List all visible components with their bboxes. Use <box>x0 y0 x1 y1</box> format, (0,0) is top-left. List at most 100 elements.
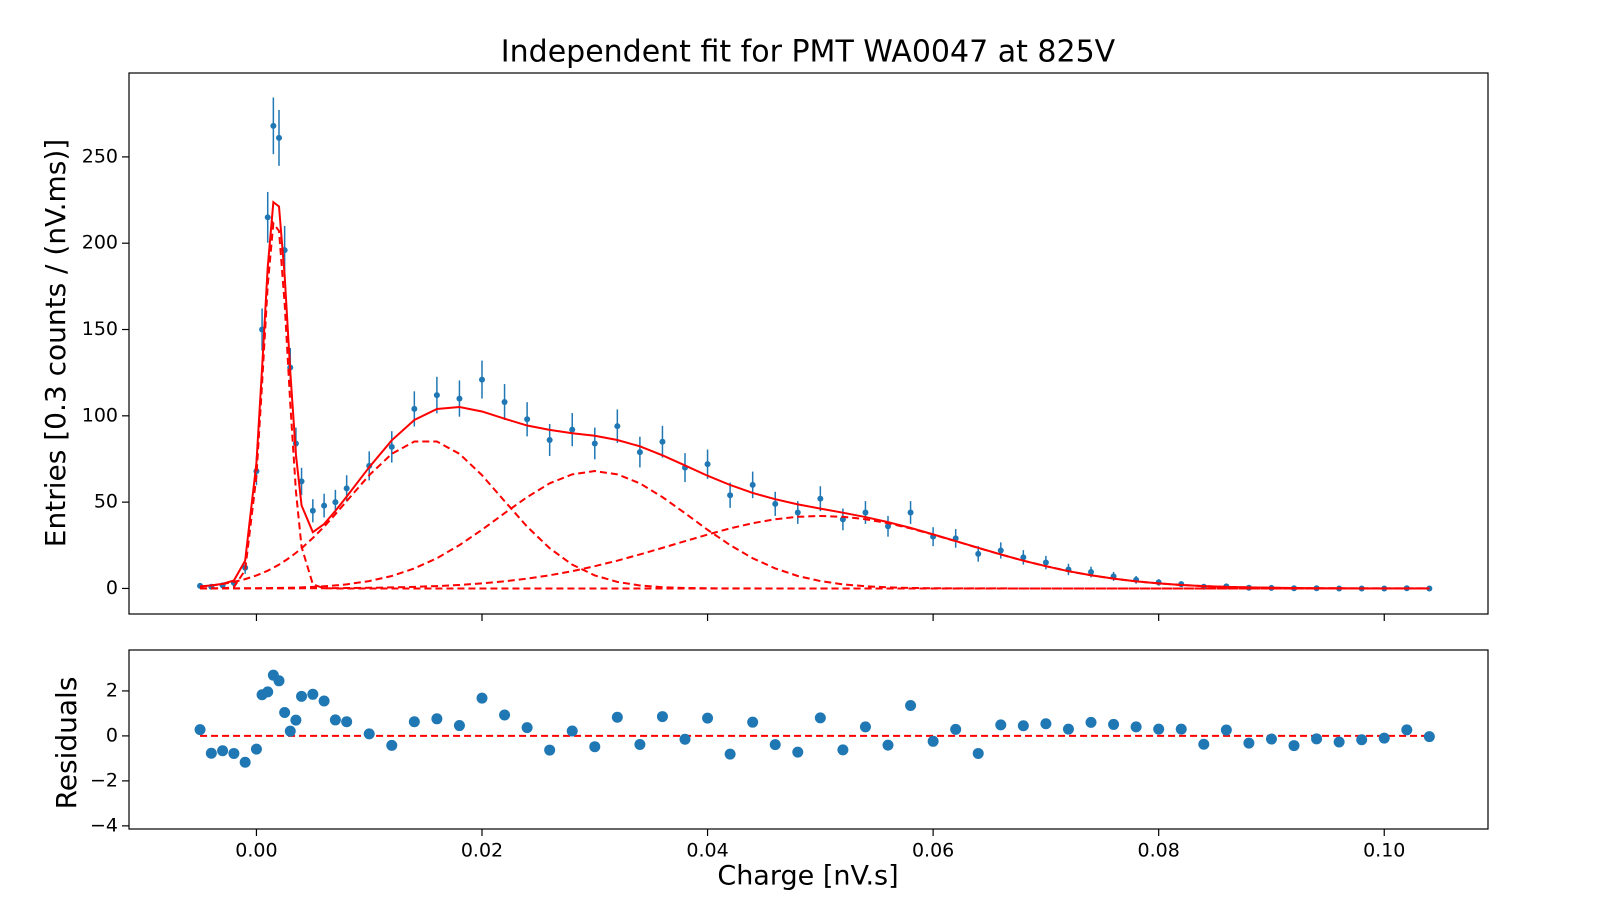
plot-frame <box>128 649 1489 830</box>
data-point <box>817 495 824 502</box>
residual-point <box>1333 736 1345 748</box>
residual-point <box>1108 718 1120 730</box>
data-point <box>659 438 666 445</box>
residual-point <box>995 719 1007 731</box>
residual-point <box>1175 723 1187 735</box>
data-point <box>772 500 779 507</box>
residual-point <box>329 714 341 726</box>
y-tick-label: 250 <box>82 145 118 167</box>
residual-point <box>1288 740 1300 752</box>
residual-point <box>882 739 894 751</box>
data-point <box>727 492 734 499</box>
fit-component <box>200 220 1430 590</box>
data-point <box>636 449 643 456</box>
fit-curve <box>199 200 1430 590</box>
data-point <box>479 376 486 383</box>
data-point <box>388 443 395 450</box>
x-tick-label: 0.04 <box>686 840 728 862</box>
x-tick-label: 0.02 <box>461 840 503 862</box>
y-tick-label: 50 <box>94 491 118 513</box>
residual-point <box>724 748 736 760</box>
fit-component <box>199 440 1430 590</box>
residual-point <box>239 756 251 768</box>
residual-point <box>290 714 302 726</box>
residual-point <box>589 741 601 753</box>
data-point <box>275 134 282 141</box>
residual-point <box>747 716 759 728</box>
residual-point <box>476 692 488 704</box>
y-tick-label: 150 <box>82 318 118 340</box>
data-point <box>309 507 316 514</box>
data-point <box>704 461 711 468</box>
residual-point <box>1085 716 1097 728</box>
residual-point <box>341 716 353 728</box>
residual-point <box>792 746 804 758</box>
residual-point <box>927 735 939 747</box>
data-point <box>433 392 440 399</box>
data-point <box>975 550 982 557</box>
residual-point <box>279 707 291 719</box>
data-point <box>264 214 271 221</box>
residual-point <box>1153 723 1165 735</box>
residual-point <box>656 711 668 723</box>
data-point <box>749 481 756 488</box>
x-tick-label: 0.00 <box>235 840 277 862</box>
data-point <box>456 395 463 402</box>
residual-point <box>859 721 871 733</box>
residual-point <box>499 709 511 721</box>
y-tick-label: 0 <box>106 724 118 746</box>
residual-point <box>1243 737 1255 749</box>
residual-point <box>611 711 623 723</box>
residual-point <box>1356 734 1368 746</box>
x-tick-label: 0.08 <box>1138 840 1180 862</box>
y-tick-label: −2 <box>90 769 118 791</box>
data-point <box>524 416 531 423</box>
x-axis-label: Charge [nV.s] <box>717 861 898 892</box>
residual-point <box>1198 738 1210 750</box>
residual-point <box>972 747 984 759</box>
residual-point <box>544 744 556 756</box>
residual-point <box>702 712 714 724</box>
y-axis-label: Entries [0.3 counts / (nV.ms)] <box>39 139 72 547</box>
data-point <box>343 485 350 492</box>
residual-point <box>453 720 465 732</box>
data-point <box>270 122 277 129</box>
x-tick-label: 0.06 <box>912 840 954 862</box>
data-point <box>997 547 1004 554</box>
residual-point <box>950 723 962 735</box>
fit-component <box>200 470 1430 590</box>
data-point <box>907 509 914 516</box>
residual-point <box>262 686 274 698</box>
data-point <box>614 423 621 430</box>
residual-point <box>1017 720 1029 732</box>
residual-point <box>1220 724 1232 736</box>
data-point <box>591 440 598 447</box>
y-tick-label: 200 <box>82 232 118 254</box>
data-point <box>1020 554 1027 561</box>
y-tick-label: 2 <box>106 679 118 701</box>
residual-point <box>814 712 826 724</box>
data-point <box>546 436 553 443</box>
residual-point <box>1130 721 1142 733</box>
data-point <box>1042 559 1049 566</box>
residual-point <box>250 743 262 755</box>
residual-point <box>217 745 229 757</box>
residual-point <box>307 688 319 700</box>
residual-point <box>1265 733 1277 745</box>
residual-point <box>273 675 285 687</box>
data-point <box>411 405 418 412</box>
data-point <box>885 523 892 530</box>
chart-title: Independent fit for PMT WA0047 at 825V <box>501 35 1116 70</box>
residual-point <box>431 713 443 725</box>
data-point <box>332 499 339 506</box>
y-axis-label: Residuals <box>50 677 83 810</box>
residual-point <box>905 700 917 712</box>
residual-point <box>408 716 420 728</box>
residual-point <box>205 747 217 759</box>
residual-point <box>566 725 578 737</box>
residual-point <box>194 724 206 736</box>
residual-point <box>1378 732 1390 744</box>
data-point <box>862 509 869 516</box>
residual-point <box>679 733 691 745</box>
